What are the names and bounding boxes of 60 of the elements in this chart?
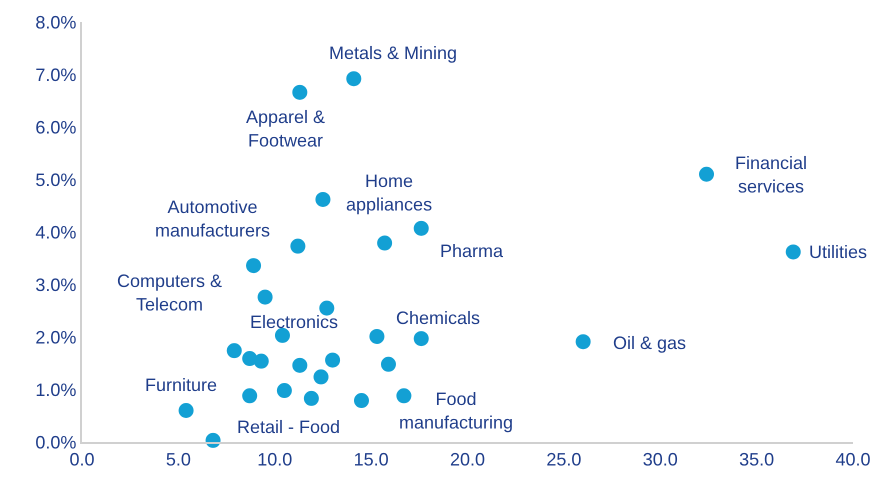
- annotation: Retail - Food: [237, 417, 340, 437]
- annotation: Food manufacturing: [399, 389, 514, 432]
- x-tick-label: 20.0: [450, 450, 486, 470]
- point: [315, 192, 330, 207]
- point: [274, 328, 290, 343]
- x-tick-label: 40.0: [835, 450, 871, 470]
- point: [292, 358, 308, 373]
- annotation: Apparel & Footwear: [246, 107, 326, 150]
- x-tick-label: 10.0: [257, 450, 292, 470]
- y-tick-label: 6.0%: [35, 117, 76, 138]
- point: [396, 388, 412, 404]
- y-tick-label: 4.0%: [35, 222, 76, 242]
- annotation: Computers & Telecom: [117, 271, 222, 314]
- point: [314, 369, 329, 384]
- annotation: Oil & gas: [613, 333, 686, 353]
- point: [369, 328, 384, 344]
- x-tick-label: 25.0: [546, 450, 582, 470]
- x-tick-label: 5.0: [166, 450, 191, 470]
- point: [380, 356, 396, 372]
- point: [699, 166, 714, 182]
- annotation: Financial services: [735, 153, 808, 196]
- annotation: Chemicals: [396, 308, 480, 328]
- y-tick-label: 3.0%: [35, 274, 76, 295]
- point: [242, 351, 258, 366]
- point: [786, 244, 801, 260]
- point: [276, 383, 292, 398]
- annotation: Metals & Mining: [329, 43, 458, 63]
- point: [377, 236, 392, 251]
- annotation: Automotive manufacturers: [155, 197, 270, 240]
- annotation: Home appliances: [346, 171, 432, 214]
- x-tick-label: 35.0: [739, 450, 774, 470]
- point: [254, 354, 269, 369]
- point: [414, 331, 429, 346]
- point: [346, 71, 362, 86]
- annotation: Utilities: [809, 242, 868, 262]
- y-tick-label: 7.0%: [35, 64, 76, 85]
- point: [246, 258, 262, 274]
- y-tick-label: 2.0%: [35, 327, 76, 348]
- point: [354, 393, 369, 408]
- point: [258, 290, 273, 305]
- y-tick-label: 8.0%: [35, 12, 76, 32]
- annotation: Furniture: [145, 375, 218, 395]
- point: [178, 403, 194, 418]
- y-tick-label: 1.0%: [35, 380, 76, 400]
- point: [242, 388, 258, 404]
- point: [414, 220, 429, 236]
- point: [226, 343, 242, 358]
- point: [325, 352, 340, 368]
- point: [290, 238, 306, 254]
- point: [576, 334, 591, 350]
- x-tick-label: 0.0: [69, 450, 95, 470]
- point: [292, 84, 308, 100]
- y-tick-label: 5.0%: [35, 170, 76, 190]
- x-tick-label: 30.0: [642, 450, 678, 470]
- point: [319, 300, 334, 316]
- x-tick-label: 15.0: [354, 450, 389, 470]
- annotation: Pharma: [440, 241, 504, 261]
- y-tick-label: 0.0%: [35, 432, 76, 452]
- annotation: Electronics: [250, 312, 338, 332]
- point: [304, 390, 319, 406]
